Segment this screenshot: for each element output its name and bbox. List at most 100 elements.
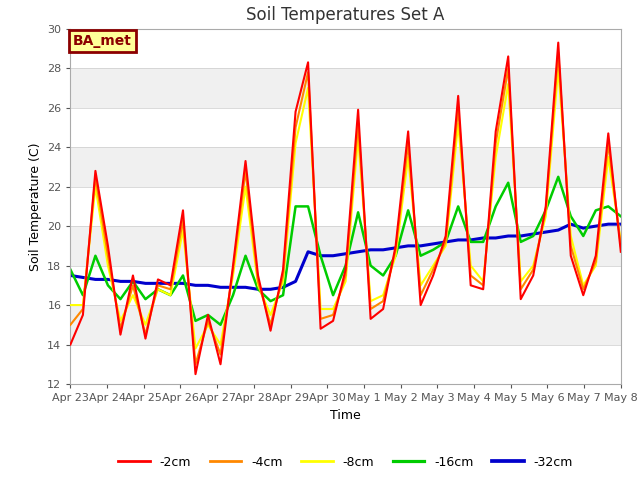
-16cm <box>592 207 600 213</box>
-8cm <box>492 154 500 160</box>
-2cm <box>229 263 237 268</box>
-8cm <box>417 282 424 288</box>
-2cm <box>355 107 362 113</box>
-4cm <box>279 273 287 278</box>
-4cm <box>567 243 575 249</box>
-4cm <box>304 69 312 75</box>
-32cm <box>229 285 237 290</box>
-8cm <box>442 243 449 249</box>
-2cm <box>529 273 537 278</box>
Title: Soil Temperatures Set A: Soil Temperatures Set A <box>246 6 445 24</box>
-4cm <box>529 267 537 273</box>
-2cm <box>604 131 612 136</box>
-16cm <box>92 253 99 259</box>
-2cm <box>442 233 449 239</box>
-2cm <box>579 292 587 298</box>
Bar <box>70 187 621 226</box>
-16cm <box>617 214 625 219</box>
-32cm <box>579 225 587 231</box>
-8cm <box>529 263 537 268</box>
-8cm <box>166 292 174 298</box>
-2cm <box>517 296 525 302</box>
-2cm <box>380 306 387 312</box>
-2cm <box>617 249 625 255</box>
-16cm <box>517 239 525 245</box>
-16cm <box>417 253 424 259</box>
-8cm <box>154 287 162 292</box>
-8cm <box>367 298 374 304</box>
-32cm <box>141 280 149 286</box>
-32cm <box>116 278 124 284</box>
-2cm <box>317 326 324 332</box>
-16cm <box>342 263 349 268</box>
-2cm <box>504 54 512 60</box>
-8cm <box>267 312 275 318</box>
-16cm <box>129 278 137 284</box>
-32cm <box>342 251 349 257</box>
-16cm <box>567 214 575 219</box>
-32cm <box>92 276 99 282</box>
-4cm <box>355 120 362 126</box>
-8cm <box>179 227 187 233</box>
-32cm <box>479 235 487 241</box>
-16cm <box>166 292 174 298</box>
-4cm <box>229 267 237 273</box>
-2cm <box>542 204 550 209</box>
-16cm <box>317 253 324 259</box>
-16cm <box>554 174 562 180</box>
-32cm <box>617 221 625 227</box>
-32cm <box>242 285 250 290</box>
Bar <box>70 29 621 68</box>
-4cm <box>380 298 387 304</box>
-8cm <box>254 282 262 288</box>
-2cm <box>92 168 99 174</box>
-4cm <box>429 267 437 273</box>
-4cm <box>79 306 87 312</box>
-4cm <box>517 287 525 292</box>
-32cm <box>604 221 612 227</box>
-32cm <box>392 245 399 251</box>
-16cm <box>104 282 112 288</box>
-16cm <box>429 247 437 252</box>
-32cm <box>542 229 550 235</box>
-32cm <box>129 278 137 284</box>
Bar <box>70 265 621 305</box>
-4cm <box>342 273 349 278</box>
-32cm <box>317 253 324 259</box>
-32cm <box>329 253 337 259</box>
-16cm <box>116 296 124 302</box>
-4cm <box>204 318 212 324</box>
X-axis label: Time: Time <box>330 408 361 421</box>
-4cm <box>554 49 562 55</box>
-2cm <box>129 273 137 278</box>
-16cm <box>504 180 512 186</box>
-2cm <box>141 336 149 341</box>
-32cm <box>404 243 412 249</box>
-32cm <box>504 233 512 239</box>
-32cm <box>191 282 199 288</box>
-4cm <box>392 247 399 252</box>
-16cm <box>579 233 587 239</box>
-32cm <box>529 231 537 237</box>
-4cm <box>116 326 124 332</box>
-2cm <box>242 158 250 164</box>
-8cm <box>129 292 137 298</box>
-2cm <box>217 361 225 367</box>
-2cm <box>342 267 349 273</box>
-2cm <box>592 253 600 259</box>
-4cm <box>604 140 612 146</box>
-4cm <box>166 287 174 292</box>
-16cm <box>392 253 399 259</box>
-4cm <box>217 351 225 357</box>
-2cm <box>154 276 162 282</box>
-2cm <box>329 318 337 324</box>
-8cm <box>467 263 474 268</box>
-8cm <box>116 318 124 324</box>
-32cm <box>367 247 374 252</box>
-8cm <box>554 65 562 71</box>
-32cm <box>279 285 287 290</box>
-16cm <box>355 209 362 215</box>
-4cm <box>179 217 187 223</box>
-8cm <box>617 239 625 245</box>
Text: BA_met: BA_met <box>73 34 132 48</box>
